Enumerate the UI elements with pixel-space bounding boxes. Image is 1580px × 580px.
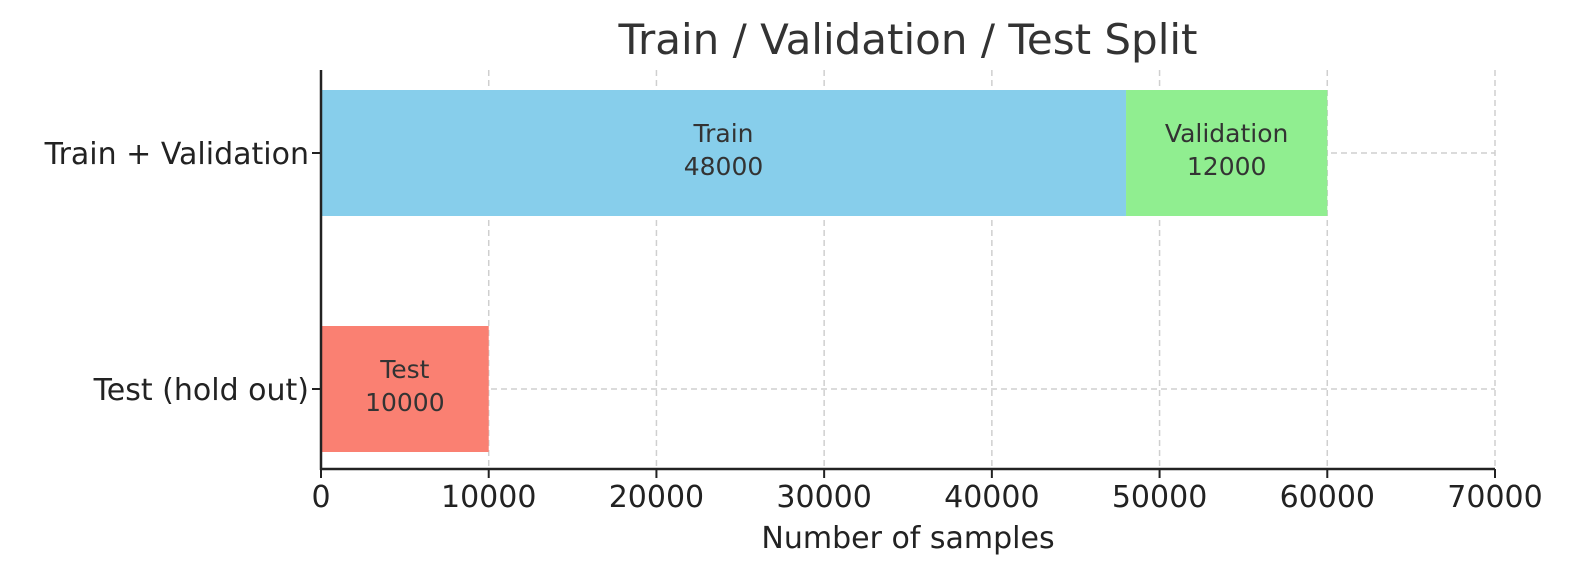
segment-name-label: Test — [379, 355, 429, 384]
segment-value-label: 10000 — [365, 388, 445, 417]
y-tick-label: Test (hold out) — [93, 373, 309, 408]
x-tick-label: 0 — [311, 480, 330, 515]
bar-segment-validation — [1126, 90, 1328, 216]
x-tick-label: 70000 — [1447, 480, 1542, 515]
bar-segment-test — [321, 326, 489, 452]
segment-value-label: 48000 — [684, 152, 764, 181]
segment-value-label: 12000 — [1187, 152, 1267, 181]
bar-segment-train — [321, 90, 1127, 216]
x-tick-label: 60000 — [1280, 480, 1375, 515]
x-axis-label: Number of samples — [761, 521, 1054, 556]
x-tick-label: 20000 — [609, 480, 704, 515]
segment-name-label: Train — [693, 119, 754, 148]
chart-title: Train / Validation / Test Split — [617, 15, 1197, 64]
y-tick-label: Train + Validation — [44, 137, 309, 172]
axes: 0 10000 20000 30000 40000 50000 60000 70000 Trai… — [44, 70, 1543, 515]
x-tick-label: 40000 — [944, 480, 1039, 515]
x-tick-label: 30000 — [776, 480, 871, 515]
x-tick-label: 50000 — [1112, 480, 1207, 515]
x-tick-label: 10000 — [441, 480, 536, 515]
bars: Train 48000 Validation 12000 Test 10000 — [321, 90, 1328, 452]
segment-name-label: Validation — [1165, 119, 1288, 148]
